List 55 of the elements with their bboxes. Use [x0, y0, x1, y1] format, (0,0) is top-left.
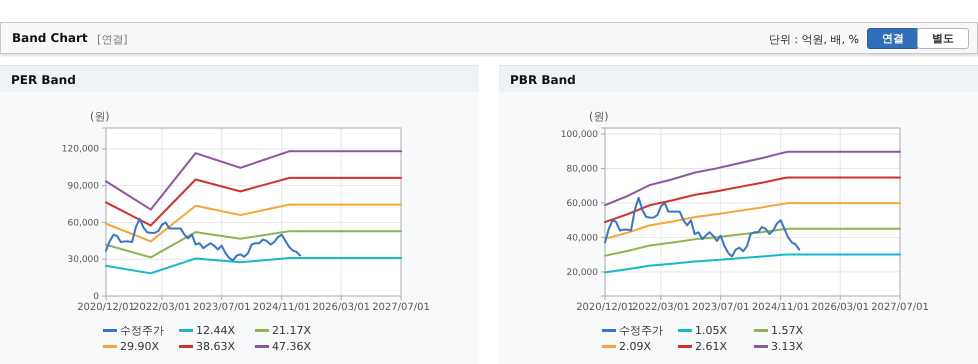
legend-label: 47.36X	[272, 340, 312, 352]
legend-label: 1.05X	[695, 324, 728, 336]
x-tick-label: 2027/07/01	[871, 302, 929, 314]
x-tick-label: 2022/03/01	[632, 302, 690, 314]
x-tick-label: 2026/03/01	[312, 302, 370, 314]
chart-title: PBR Band	[499, 65, 978, 92]
text: [연결]	[97, 32, 128, 47]
y-tick-label: 40,000	[566, 233, 598, 244]
y-tick-label: 20,000	[566, 268, 598, 278]
x-tick-label: 2027/07/01	[372, 302, 430, 314]
x-tick-label: 2024/11/01	[752, 302, 810, 314]
y-tick-label: 30,000	[68, 255, 100, 266]
line-series	[604, 253, 901, 274]
legend-label: 21.17X	[272, 324, 312, 336]
y-tick-label: 100,000	[560, 130, 598, 140]
line-series	[105, 176, 402, 226]
text: 연결	[867, 28, 919, 49]
y-tick-label: 60,000	[68, 218, 100, 228]
legend-label: 12.44X	[196, 324, 236, 336]
legend-label: 2.61X	[695, 340, 728, 352]
x-tick-label: 2020/12/01	[77, 302, 135, 314]
legend-label: 수정주가	[619, 322, 663, 338]
legend-label: 1.57X	[771, 324, 804, 336]
y-tick-label: 80,000	[566, 164, 598, 174]
y-tick-label: 60,000	[566, 198, 598, 209]
x-tick-label: 2022/03/01	[133, 302, 191, 314]
line-series	[604, 196, 800, 258]
legend-label: 수정주가	[120, 322, 164, 338]
x-tick-label: 2026/03/01	[811, 302, 870, 314]
y-axis-title: (원)	[589, 110, 609, 123]
x-tick-label: 2024/11/01	[252, 302, 310, 314]
text: 별도	[917, 28, 969, 49]
line-series	[604, 228, 901, 257]
legend-label: 2.09X	[619, 340, 652, 352]
x-tick-label: 2023/07/01	[192, 302, 250, 314]
y-tick-label: 0	[93, 292, 100, 302]
legend-label: 29.90X	[120, 340, 160, 352]
text: Band Chart	[12, 31, 88, 45]
chart-title: PER Band	[0, 65, 479, 92]
line-series	[604, 202, 901, 240]
line-series	[105, 256, 402, 274]
y-axis-title: (원)	[90, 110, 110, 123]
line-series	[105, 218, 302, 262]
x-tick-label: 2020/12/01	[576, 302, 634, 314]
line-series	[604, 150, 901, 206]
line-series	[105, 230, 402, 258]
line-series	[604, 176, 901, 224]
y-tick-label: 120,000	[62, 144, 100, 155]
line-series	[105, 150, 402, 211]
x-tick-label: 2023/07/01	[692, 302, 750, 314]
text: 단위 : 억원, 배, %	[768, 32, 859, 47]
legend-label: 3.13X	[771, 340, 804, 352]
y-tick-label: 90,000	[68, 182, 100, 192]
legend-label: 38.63X	[196, 340, 236, 352]
line-series	[105, 204, 402, 242]
